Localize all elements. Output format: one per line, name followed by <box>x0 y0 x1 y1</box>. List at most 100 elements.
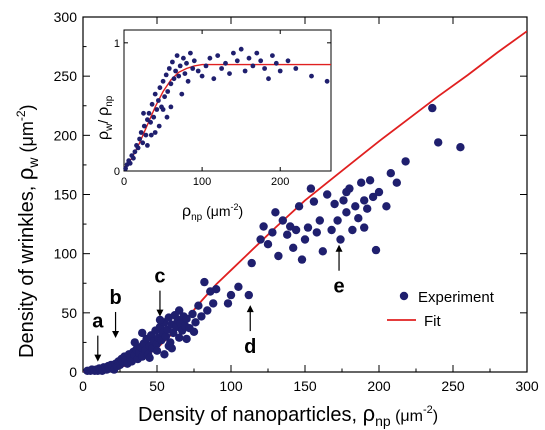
annotation-arrowhead-e <box>335 244 343 252</box>
inset-data-point <box>132 149 138 155</box>
main-data-point <box>259 222 268 231</box>
main-y-tick-label: 150 <box>54 187 78 203</box>
main-data-point <box>306 184 316 193</box>
inset-data-point <box>277 68 283 74</box>
main-y-tick-label: 200 <box>54 127 78 143</box>
main-data-point <box>189 327 199 336</box>
main-y-tick-label: 0 <box>69 364 77 380</box>
main-data-point <box>175 333 184 342</box>
main-data-point <box>138 328 147 338</box>
inset-data-point <box>166 66 172 71</box>
main-data-point <box>160 350 169 359</box>
main-data-point <box>194 301 203 310</box>
main-x-tick-label: 150 <box>293 378 317 394</box>
inset-data-point <box>190 66 196 71</box>
inset-data-point <box>188 50 193 56</box>
annotation-arrowhead-d <box>246 305 254 313</box>
main-data-point <box>368 192 378 202</box>
inset-data-point <box>141 123 147 129</box>
main-plot-area <box>82 16 528 373</box>
main-data-point <box>348 225 357 235</box>
main-data-point <box>327 225 336 235</box>
main-data-point <box>333 216 342 225</box>
inset-data-point <box>156 123 162 129</box>
main-data-point <box>209 299 218 308</box>
inset-data-point <box>165 89 171 94</box>
main-data-point <box>145 353 154 362</box>
main-data-point <box>312 228 321 237</box>
inset-data-point <box>207 55 213 61</box>
annotation-label-c: c <box>154 266 165 288</box>
inset-data-point <box>157 85 163 91</box>
inset-data-point <box>141 110 146 116</box>
main-data-point <box>339 196 348 205</box>
inset-data-point <box>181 55 186 61</box>
inset-x-tick-label: 200 <box>271 176 289 188</box>
inset-data-point <box>258 58 264 64</box>
inset-data-point <box>191 58 197 64</box>
inset-experiment-points <box>123 46 330 171</box>
inset-data-point <box>143 132 149 138</box>
main-y-tick-label: 50 <box>61 305 77 321</box>
inset-frame <box>123 29 332 172</box>
inset-data-point <box>140 140 146 146</box>
x-axis-title: Density of nanoparticles, ρnp (μm-2) <box>138 401 438 429</box>
main-x-tick-label: 0 <box>79 378 87 394</box>
main-data-point <box>256 235 265 244</box>
inset-data-point <box>162 94 168 100</box>
main-x-tick-label: 250 <box>441 378 465 394</box>
inset-data-point <box>309 73 314 79</box>
main-data-point <box>244 290 253 300</box>
inset-data-point <box>149 101 155 107</box>
inset-data-point <box>152 130 158 135</box>
inset-x-tick-label: 0 <box>121 176 127 188</box>
inset-data-point <box>203 63 209 69</box>
main-data-point <box>323 190 332 199</box>
main-data-point <box>182 314 191 323</box>
main-data-point <box>363 204 372 213</box>
main-data-point <box>342 208 351 217</box>
inset-data-point <box>151 114 157 120</box>
inset-data-point <box>138 130 144 135</box>
main-data-point <box>456 143 465 152</box>
inset-data-point <box>219 66 225 71</box>
main-data-point <box>434 138 443 147</box>
inset-plot-area <box>123 29 332 172</box>
main-data-point <box>354 214 363 223</box>
main-data-point <box>297 255 307 264</box>
inset-data-point <box>145 143 150 148</box>
main-data-point <box>401 157 410 166</box>
main-data-point <box>223 299 233 308</box>
inset-data-point <box>211 76 217 82</box>
inset-data-point <box>156 98 161 103</box>
inset-data-point <box>324 78 330 84</box>
inset-data-point <box>184 60 189 66</box>
annotation-arrowhead-b <box>112 330 120 338</box>
main-data-point <box>392 178 401 187</box>
inset-data-point <box>285 58 291 64</box>
inset-data-point <box>148 119 154 125</box>
main-data-point <box>360 196 369 205</box>
inset-y-tick-label: 1 <box>114 38 120 50</box>
inset-data-point <box>170 59 175 65</box>
inset-data-point <box>254 50 260 56</box>
main-x-tick-label: 300 <box>515 378 539 394</box>
inset-x-tick-label: 100 <box>193 176 211 188</box>
legend-experiment-marker <box>399 291 409 301</box>
inset-data-point <box>135 145 141 151</box>
inset-data-point <box>137 136 143 142</box>
inset-data-point <box>231 50 236 56</box>
main-data-point <box>212 285 221 294</box>
inset-data-point <box>242 68 248 74</box>
main-data-point <box>303 223 313 232</box>
main-data-point <box>226 290 236 300</box>
inset-data-point <box>266 76 271 82</box>
inset-data-point <box>176 73 182 79</box>
inset-data-point <box>168 104 174 110</box>
main-data-point <box>428 103 437 113</box>
inset-tick-labels: 0 100 200 0 1 <box>114 38 290 188</box>
main-x-tick-label: 50 <box>149 378 165 394</box>
annotation-label-b: b <box>109 287 121 309</box>
